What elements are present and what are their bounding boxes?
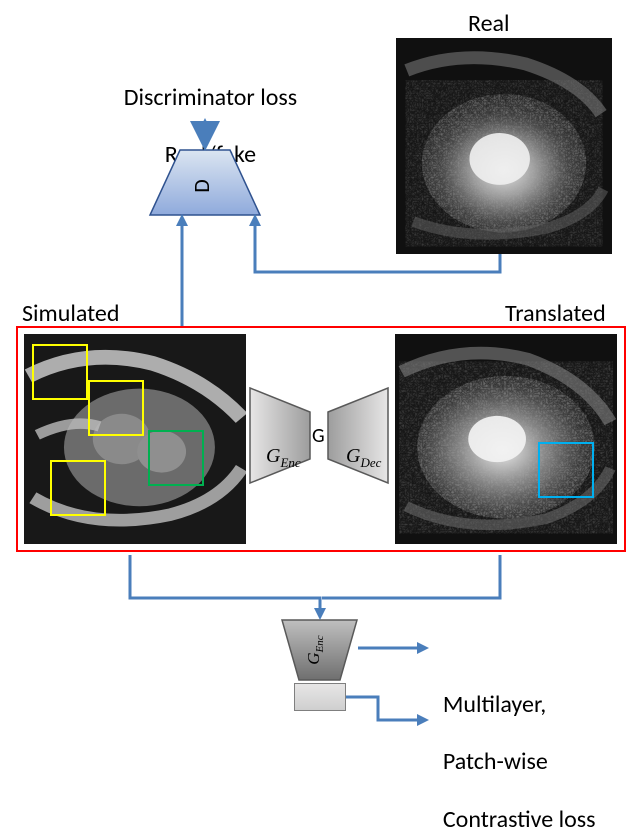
contrastive-line3: Contrastive loss	[443, 805, 596, 834]
translated-image	[395, 334, 617, 544]
real-image	[396, 38, 612, 254]
contrastive-line2: Patch-wise	[443, 747, 548, 776]
discriminator-trapezoid: D	[150, 150, 260, 215]
g-encoder2-trapezoid: GEnc	[282, 620, 357, 680]
translated-label: Translated	[505, 300, 606, 329]
trans-patch-1	[538, 442, 594, 498]
sim-patch-1	[32, 344, 88, 400]
real-label: Real	[468, 10, 510, 39]
sim-patch-4	[148, 430, 204, 486]
g-dec-label: GDec	[336, 420, 381, 471]
contrastive-loss-label: Multilayer, Patch-wise Contrastive loss	[432, 662, 596, 835]
sim-patch-3	[50, 460, 106, 516]
g-enc-label: GEnc	[256, 420, 301, 471]
contrastive-line1: Multilayer,	[443, 690, 546, 719]
D-letter: D	[188, 179, 215, 193]
G-center-label: G	[312, 424, 325, 448]
sim-patch-2	[88, 380, 144, 436]
mlp-box	[294, 683, 346, 711]
disc-loss-line1: Discriminator loss	[124, 83, 297, 112]
simulated-label: Simulated	[22, 300, 119, 329]
